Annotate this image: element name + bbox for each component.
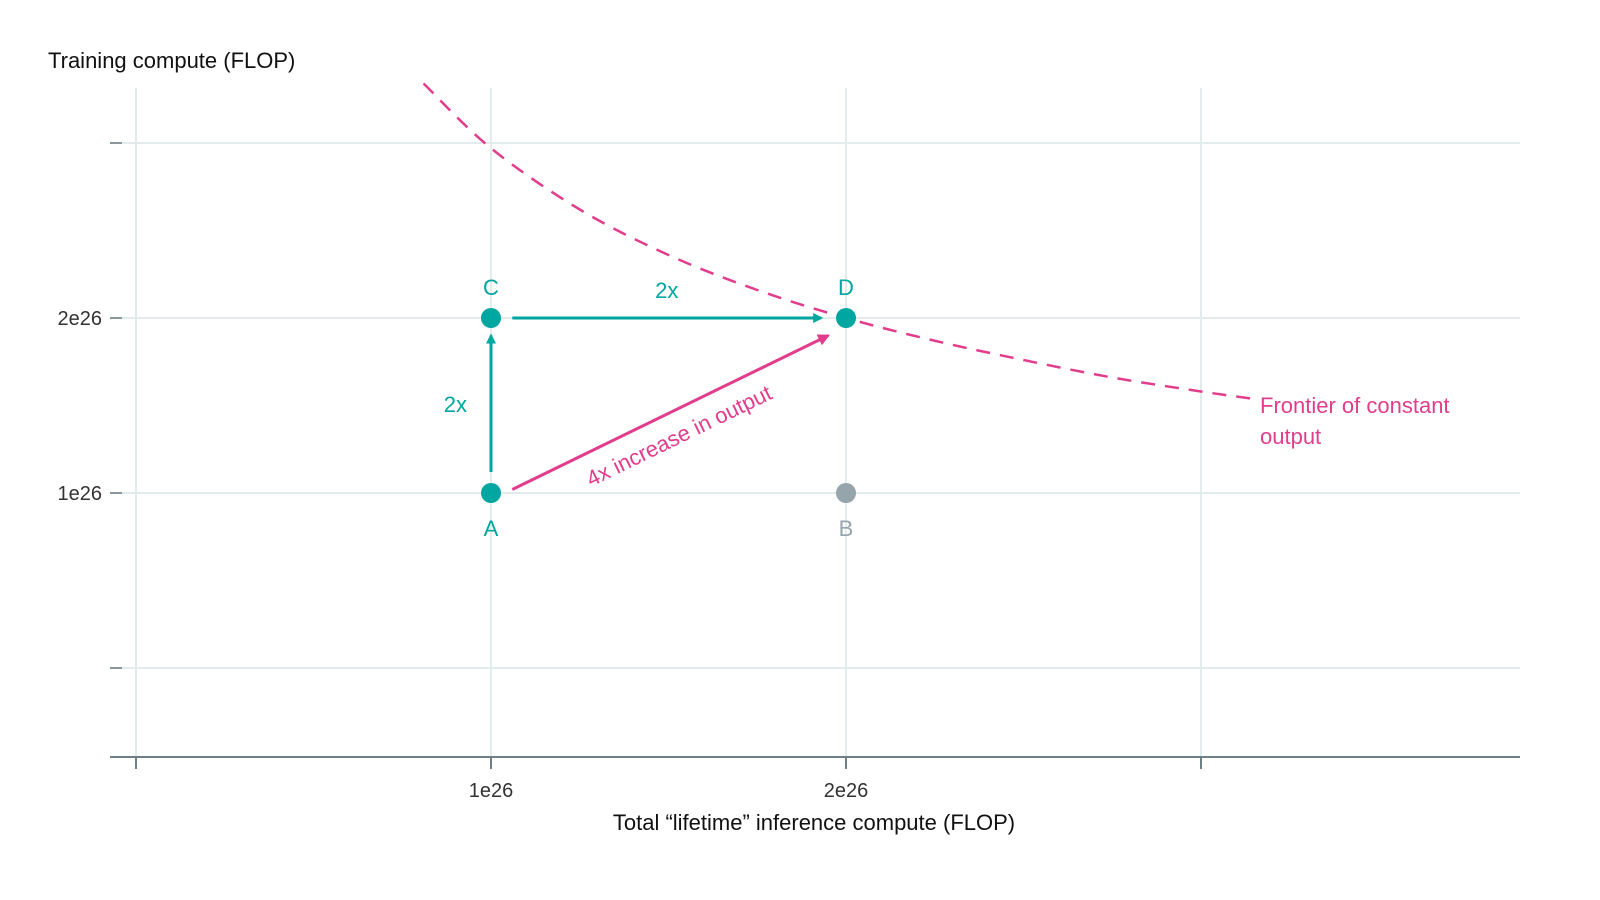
- x-axis-title: Total “lifetime” inference compute (FLOP…: [613, 810, 1015, 835]
- y-tick-label: 2e26: [58, 308, 103, 330]
- arrow-label: 2x: [444, 392, 467, 417]
- point-label: B: [839, 516, 854, 541]
- frontier-label: Frontier of constant: [1260, 393, 1450, 418]
- x-tick-label: 2e26: [824, 780, 869, 802]
- point-c: [481, 308, 501, 328]
- y-tick-label: 1e26: [58, 483, 103, 505]
- frontier-curve: [422, 82, 1251, 400]
- axes: 1e26 2e26 1e26 2e26: [58, 142, 1520, 802]
- point-label: C: [483, 275, 499, 300]
- arrow-label: 4x increase in output: [582, 380, 775, 491]
- frontier-label: output: [1260, 424, 1321, 449]
- frontier-series: Frontier of constant output: [422, 82, 1450, 449]
- point-a: [481, 483, 501, 503]
- y-axis-title: Training compute (FLOP): [48, 48, 295, 73]
- arrow-label: 2x: [655, 278, 678, 303]
- x-tick-label: 1e26: [469, 780, 514, 802]
- arrows: 2x 2x 4x increase in output: [444, 278, 831, 491]
- point-d: [836, 308, 856, 328]
- point-b: [836, 483, 856, 503]
- point-label: A: [484, 516, 499, 541]
- points: A B C D: [481, 275, 856, 541]
- point-label: D: [838, 275, 854, 300]
- grid: [122, 88, 1520, 757]
- arrow: [511, 334, 831, 491]
